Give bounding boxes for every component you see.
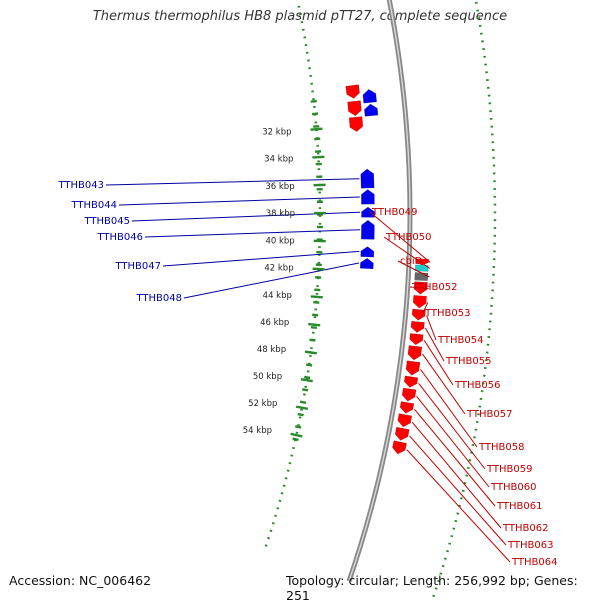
tick-mark (312, 157, 324, 158)
label-leaders (106, 179, 510, 562)
leader-tthb062 (412, 422, 501, 528)
gc-skew-mark (313, 302, 319, 303)
gene-label-tthb048: TTHB048 (135, 293, 182, 304)
tick-label: 38 kbp (266, 209, 295, 219)
gene-label-tthb062: TTHB062 (502, 523, 549, 534)
header-gene-arrow (349, 117, 363, 132)
gene-arrow-tthb059 (404, 376, 418, 388)
leader-tthb061 (415, 409, 496, 506)
tick-label: 32 kbp (262, 127, 291, 137)
gene-arrow-tthb060 (402, 388, 416, 401)
gene-label-tthb061: TTHB061 (496, 501, 543, 512)
gc-skew-mark (309, 340, 315, 341)
gene-label-tthb064: TTHB064 (511, 557, 558, 568)
gene-label-tthb052: TTHB052 (411, 282, 458, 293)
gc-skew-mark (298, 414, 304, 415)
gene-arrow-tthb048 (360, 258, 373, 269)
gc-skew-mark (304, 377, 310, 378)
tick-label: 48 kbp (257, 345, 286, 355)
tick-mark (301, 379, 313, 381)
tick-mark (296, 407, 308, 409)
gc-skew-mark (313, 126, 319, 127)
tick-label: 54 kbp (243, 426, 272, 436)
tick-label: 42 kbp (264, 264, 293, 274)
scale-ticks: 32 kbp 34 kbp 36 kbp 38 kbp 40 kbp 42 kbp 44 k… (243, 127, 326, 436)
tick-label: 46 kbp (260, 318, 289, 328)
header-genes (346, 85, 378, 132)
gene-label-tthb050: TTHB050 (385, 232, 432, 243)
backbone-line (213, 0, 410, 581)
gene-arrow-tthb064 (392, 441, 406, 454)
tick-mark (311, 296, 323, 297)
tick-mark (308, 324, 320, 325)
gene-label-tthb058: TTHB058 (478, 442, 525, 453)
tick-label: 44 kbp (263, 291, 292, 301)
gene-arrow-tthb056 (410, 333, 424, 344)
gene-label-tthb053: TTHB053 (424, 308, 471, 319)
gene-label-tthb047: TTHB047 (114, 261, 161, 272)
gene-label-tthb043: TTHB043 (57, 180, 104, 191)
gene-label-tthb055: TTHB055 (445, 356, 492, 367)
tick-mark (305, 352, 317, 354)
gene-label-tthb045: TTHB045 (83, 216, 130, 227)
gene-label-tthb063: TTHB063 (507, 540, 554, 551)
gc-ring-outer (283, 0, 495, 600)
tick-mark (291, 434, 303, 437)
gc-skew-mark (312, 114, 318, 115)
gene-arrow-tthb063 (395, 427, 409, 440)
gc-dot-tracks (138, 0, 495, 600)
leader-tthb044 (119, 197, 360, 205)
tick-label: 50 kbp (253, 372, 282, 382)
gc-skew-mark (312, 315, 318, 316)
backbone-ring (213, 0, 410, 581)
gene-label-cbid: cbiD (400, 256, 423, 267)
leader-tthb047 (163, 251, 359, 266)
accession-text: Accession: NC_006462 (9, 573, 151, 588)
gene-label-tthb056: TTHB056 (454, 380, 501, 391)
tick-mark (310, 129, 322, 130)
gene-labels: TTHB043 TTHB044 TTHB045 TTHB046 TTHB047 TTHB0… (57, 180, 557, 568)
gene-arrow-tthb046 (361, 220, 374, 239)
header-gene-arrow (363, 89, 377, 103)
gc-skew-mark (300, 402, 306, 403)
gene-label-tthb044: TTHB044 (70, 200, 117, 211)
tick-mark (313, 269, 325, 270)
gene-arrow-tthb055 (411, 321, 425, 332)
gene-label-tthb046: TTHB046 (96, 232, 143, 243)
gene-label-tthb057: TTHB057 (466, 409, 513, 420)
gene-arrow-tthb044 (361, 190, 374, 205)
leader-tthb046 (145, 230, 360, 237)
gene-arrow-tthb058 (406, 361, 420, 376)
gc-skew-mark (302, 389, 308, 390)
backbone-highlight (213, 0, 410, 581)
gene-arrow-tthb043 (361, 169, 374, 188)
gene-label-tthb049: TTHB049 (371, 207, 418, 218)
gc-skew-mark (295, 426, 301, 427)
header-gene-arrow (364, 104, 378, 116)
gene-arrow-tthb061 (400, 402, 414, 414)
leader-tthb054 (427, 316, 436, 340)
tick-label: 52 kbp (248, 399, 277, 409)
gc-skew-mark (311, 327, 317, 328)
gene-arrow-tthb047 (361, 247, 374, 257)
gene-arrow-tthb053 (413, 295, 426, 308)
gene-label-tthb060: TTHB060 (490, 482, 537, 493)
gc-skew-mark (293, 439, 299, 440)
gene-label-tthb059: TTHB059 (486, 464, 533, 475)
header-gene-arrow (346, 85, 360, 99)
summary-text: Topology: circular; Length: 256,992 bp; … (286, 573, 600, 603)
tick-label: 40 kbp (265, 236, 294, 246)
tick-label: 34 kbp (264, 155, 293, 165)
header-gene-arrow (348, 101, 362, 116)
gene-arrow-tthb057 (408, 346, 422, 360)
gene-label-tthb054: TTHB054 (437, 335, 484, 346)
gene-arrow-tthb062 (398, 414, 412, 427)
gc-skew-mark (306, 365, 312, 366)
tick-label: 36 kbp (265, 182, 294, 192)
gc-skew-mark (311, 101, 317, 102)
gene-block-cbid (415, 272, 428, 280)
